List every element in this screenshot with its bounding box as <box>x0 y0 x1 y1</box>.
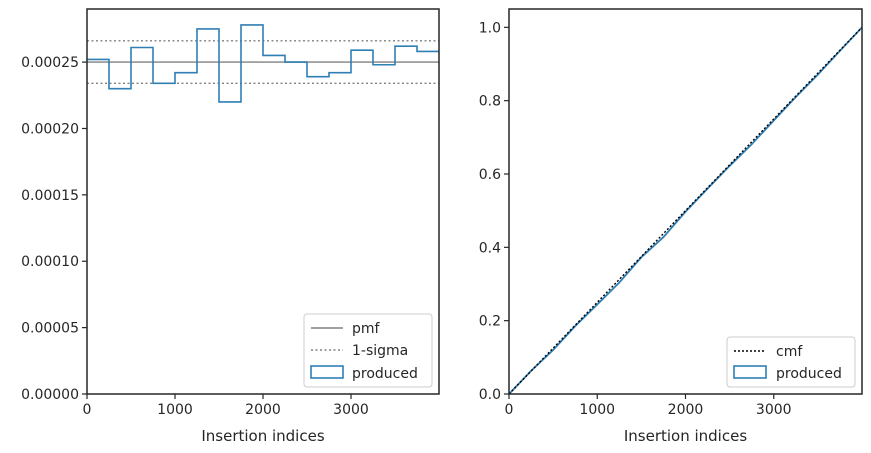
y-tick-label: 0.6 <box>479 167 501 183</box>
legend-label: produced <box>776 366 842 382</box>
x-axis-label: Insertion indices <box>201 427 324 445</box>
plot-frame <box>508 8 863 395</box>
legend-box <box>303 313 433 388</box>
x-axis-label: Insertion indices <box>624 427 747 445</box>
y-tick-label: 0.00005 <box>21 321 79 337</box>
produced-series <box>508 26 863 395</box>
cmf-series <box>508 26 863 395</box>
y-tick-label: 0.8 <box>479 94 501 110</box>
x-tick-label: 2000 <box>668 402 704 418</box>
y-tick-label: 0.00015 <box>21 188 79 204</box>
y-tick-label: 0.00000 <box>21 387 79 403</box>
legend-label: cmf <box>776 344 803 360</box>
y-tick-label: 0.4 <box>479 240 501 256</box>
legend-label: pmf <box>352 321 381 337</box>
x-tick-label: 0 <box>83 402 92 418</box>
y-tick-label: 0.00010 <box>21 254 79 270</box>
produced-step-series <box>87 24 439 103</box>
y-tick-label: 0.2 <box>479 314 501 330</box>
pmf-chart: 0 1000 2000 3000 0.00000 0.00005 0.00010 0.0001… <box>21 8 440 445</box>
x-tick-label: 3000 <box>756 402 792 418</box>
legend: cmf produced <box>726 336 856 388</box>
plot-frame <box>86 8 440 395</box>
legend-label: 1-sigma <box>352 343 408 359</box>
y-tick-label: 0.00025 <box>21 55 79 71</box>
x-tick-label: 3000 <box>333 402 369 418</box>
legend: pmf 1-sigma produced <box>303 313 433 388</box>
x-tick-label: 1000 <box>157 402 193 418</box>
cmf-chart: 0 1000 2000 3000 0.0 0.2 0.4 0.6 0.8 1.0 Insertion… <box>479 8 863 445</box>
y-tick-label: 0.00020 <box>21 121 79 137</box>
x-tick-label: 0 <box>505 402 514 418</box>
y-tick-label: 1.0 <box>479 20 501 36</box>
legend-label: produced <box>352 366 418 382</box>
x-tick-label: 1000 <box>579 402 615 418</box>
legend-produced-swatch <box>310 365 344 379</box>
legend-box <box>726 336 856 388</box>
y-tick-label: 0.0 <box>479 387 501 403</box>
x-tick-label: 2000 <box>245 402 281 418</box>
legend-produced-swatch <box>733 365 767 379</box>
